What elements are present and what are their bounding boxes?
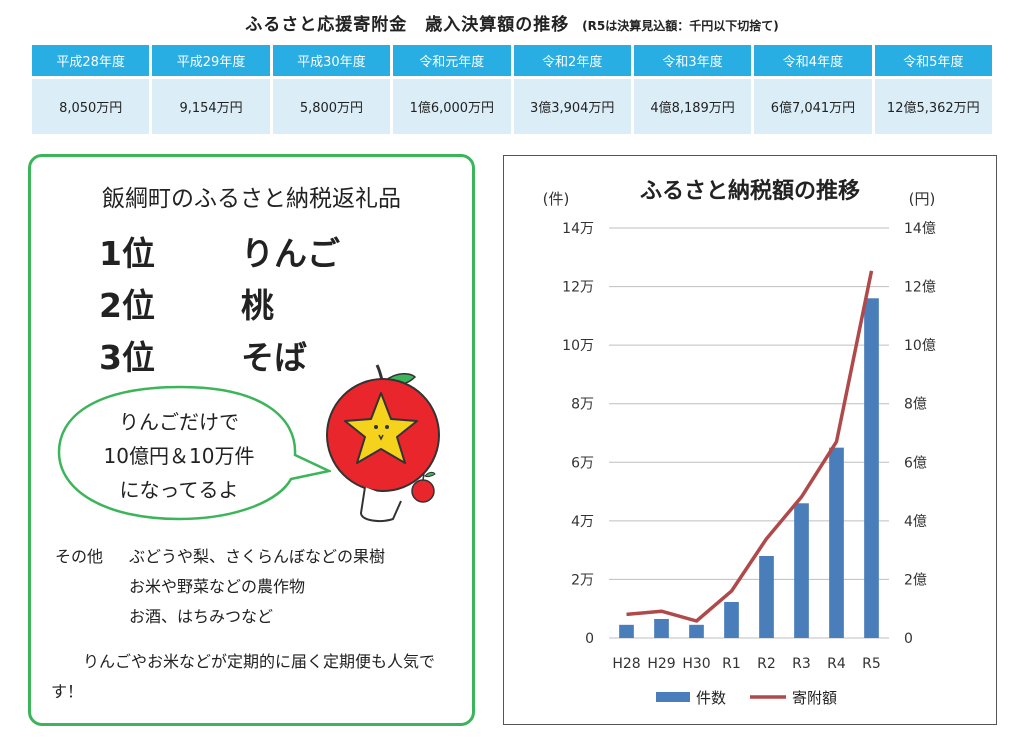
right-tick-label: 6億 [904, 455, 927, 471]
x-tick-label: H28 [612, 656, 640, 672]
other-gifts-line: お米や野菜などの農作物 [55, 572, 385, 602]
x-tick-label: R4 [827, 656, 846, 672]
bubble-line: 10億円＆10万件 [103, 444, 255, 468]
left-tick-label: 0 [585, 631, 594, 647]
chart-container: ふるさと納税額の推移 (件) (円) 0 2万 4万 6万 8万 10万 12万 14万 0 2億 4億 6… [503, 155, 997, 725]
other-gifts: その他 ぶどうや梨、さくらんぼなどの果樹 お米や野菜などの農作物 お酒、はちみつな… [55, 542, 385, 632]
right-axis-unit: (円) [909, 190, 936, 208]
gift-panel: 飯綱町のふるさと納税返礼品 1位 りんご 2位 桃 3位 そば りんごだけで 10億円… [28, 154, 475, 726]
bar-count [619, 624, 634, 638]
other-gifts-text: ぶどうや梨、さくらんぼなどの果樹 [129, 547, 386, 566]
rank-label: 3位 [99, 338, 155, 377]
left-axis-unit: (件) [543, 190, 570, 208]
other-gifts-label: その他 [55, 547, 104, 566]
line-donation-amount [626, 270, 874, 623]
right-tick-label: 14億 [904, 221, 936, 237]
other-gifts-line: その他 ぶどうや梨、さくらんぼなどの果樹 [55, 542, 385, 572]
table-cell: 6億7,041万円 [754, 76, 872, 134]
ranking-item: 2位 桃 [99, 279, 274, 327]
left-tick-label: 6万 [571, 455, 594, 471]
legend-bar-label: 件数 [696, 689, 726, 707]
footer-note: りんごやお米などが定期的に届く定期便も人気です！ [51, 652, 436, 701]
table-cell: 3億3,904万円 [513, 76, 631, 134]
ranking-item: 3位 そば [99, 331, 307, 379]
table-header-cell: 令和4年度 [754, 45, 872, 76]
bubble-line: りんごだけで [119, 410, 239, 434]
rank-label: 2位 [99, 286, 155, 325]
bar-count [654, 618, 669, 638]
table-header-cell: 令和5年度 [874, 45, 992, 76]
revenue-table: 平成28年度 平成29年度 平成30年度 令和元年度 令和2年度 令和3年度 令… [29, 45, 995, 134]
legend-line-label: 寄附額 [792, 689, 837, 707]
table-cell: 12億5,362万円 [874, 76, 992, 134]
rank-item: りんご [241, 234, 340, 273]
bar-count [724, 601, 739, 638]
bar-count [794, 503, 809, 638]
left-tick-label: 10万 [562, 338, 594, 354]
other-gifts-line: お酒、はちみつなど [55, 602, 385, 632]
bubble-line: になってるよ [119, 478, 239, 502]
ranking-item: 1位 りんご [99, 227, 340, 275]
bar-count [689, 624, 704, 638]
table-row: 8,050万円 9,154万円 5,800万円 1億6,000万円 3億3,90… [32, 76, 992, 134]
other-gifts-text: お米や野菜などの農作物 [129, 577, 306, 596]
rank-label: 1位 [99, 234, 155, 273]
bar-count [759, 556, 774, 638]
table-title-text: ふるさと応援寄附金 歳入決算額の推移 [245, 15, 570, 35]
table-header-cell: 令和元年度 [393, 45, 511, 76]
table-header-row: 平成28年度 平成29年度 平成30年度 令和元年度 令和2年度 令和3年度 令… [32, 45, 992, 76]
rank-item: そば [241, 338, 307, 377]
table-note: (R5は決算見込額：千円以下切捨て) [582, 19, 779, 33]
bar-count [864, 298, 879, 638]
right-tick-label: 8億 [904, 397, 927, 413]
table-header-cell: 平成28年度 [32, 45, 150, 76]
right-tick-label: 2億 [904, 572, 927, 588]
left-tick-label: 4万 [571, 514, 594, 530]
speech-bubble-shape [57, 385, 333, 521]
table-cell: 9,154万円 [152, 76, 270, 134]
table-cell: 4億8,189万円 [633, 76, 752, 134]
x-tick-label: H30 [682, 656, 710, 672]
table-header-cell: 令和3年度 [633, 45, 752, 76]
table-header-cell: 平成30年度 [272, 45, 391, 76]
right-tick-label: 4億 [904, 514, 927, 530]
table-title: ふるさと応援寄附金 歳入決算額の推移 (R5は決算見込額：千円以下切捨て) [0, 10, 1024, 35]
table-cell: 8,050万円 [32, 76, 150, 134]
left-tick-label: 12万 [562, 280, 594, 296]
table-header-cell: 令和2年度 [513, 45, 631, 76]
x-tick-label: R3 [792, 656, 811, 672]
apple-character-icon [326, 364, 440, 522]
legend-bar-swatch [656, 692, 690, 702]
speech-bubble: りんごだけで 10億円＆10万件 になってるよ [51, 379, 333, 529]
rank-item: 桃 [241, 286, 274, 325]
right-tick-label: 0 [904, 631, 913, 647]
table-cell: 1億6,000万円 [393, 76, 511, 134]
bubble-text: りんごだけで 10億円＆10万件 になってるよ [79, 405, 279, 507]
right-tick-label: 10億 [904, 338, 936, 354]
left-tick-label: 2万 [571, 572, 594, 588]
right-tick-label: 12億 [904, 280, 936, 296]
panel-title: 飯綱町のふるさと納税返礼品 [102, 186, 401, 212]
x-tick-label: R2 [757, 656, 776, 672]
combo-chart: ふるさと納税額の推移 (件) (円) 0 2万 4万 6万 8万 10万 12万 14万 0 2億 4億 6… [543, 178, 936, 707]
left-tick-label: 8万 [571, 397, 594, 413]
bar-count [829, 447, 844, 638]
chart-title: ふるさと納税額の推移 [640, 178, 860, 204]
other-gifts-text: お酒、はちみつなど [129, 607, 274, 626]
table-cell: 5,800万円 [272, 76, 391, 134]
x-tick-label: R1 [722, 656, 741, 672]
table-header-cell: 平成29年度 [152, 45, 270, 76]
x-tick-label: R5 [862, 656, 881, 672]
x-tick-label: H29 [647, 656, 675, 672]
left-tick-label: 14万 [562, 221, 594, 237]
